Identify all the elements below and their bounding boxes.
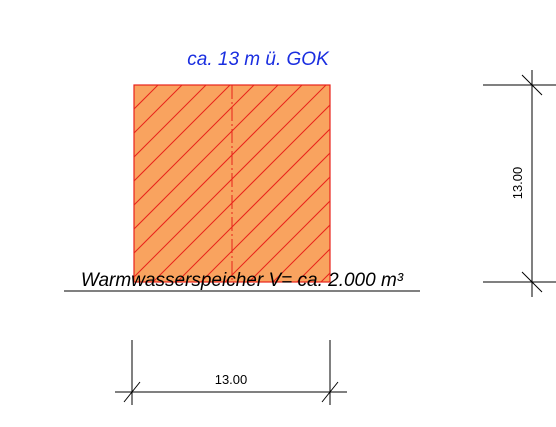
- hatch-line: [176, 128, 330, 282]
- hatch-line: [200, 152, 330, 282]
- dimension-width-label: 13.00: [215, 372, 248, 387]
- dimension-width: [115, 340, 347, 405]
- hatch-line: [369, 85, 556, 282]
- hatch-line: [248, 200, 330, 282]
- hatch-line: [134, 85, 135, 86]
- hatch-line: [152, 104, 330, 282]
- hatch-line: [134, 85, 303, 254]
- hatch-line: [417, 85, 556, 282]
- dim-height-tick-bottom: [521, 271, 543, 293]
- tank-outline: [133, 84, 331, 283]
- dimension-height-label: 13.00: [510, 167, 525, 200]
- dim-height-tick-top: [521, 74, 543, 96]
- dimension-height: [483, 70, 556, 297]
- hatch-line: [272, 224, 330, 282]
- hatch-line: [224, 176, 330, 282]
- tank-footprint: [133, 84, 556, 283]
- hatch-line: [320, 272, 330, 282]
- dim-width-tick-left: [123, 381, 141, 403]
- hatch-line: [134, 85, 231, 182]
- height-label: ca. 13 m ü. GOK: [187, 49, 330, 70]
- tank-label: Warmwasserspeicher V= ca. 2.000 m³: [81, 270, 404, 291]
- hatch-line: [134, 85, 255, 206]
- hatch-line: [134, 85, 279, 230]
- hatch-line: [134, 85, 207, 158]
- hatch-line: [441, 85, 556, 282]
- hatch-line: [134, 85, 183, 134]
- dim-width-tick-right: [321, 381, 339, 403]
- hatch-line: [134, 85, 327, 278]
